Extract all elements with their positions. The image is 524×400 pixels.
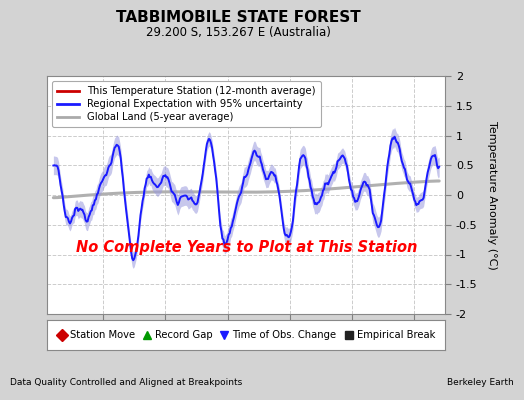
Text: TABBIMOBILE STATE FOREST: TABBIMOBILE STATE FOREST — [116, 10, 361, 25]
Text: No Complete Years to Plot at This Station: No Complete Years to Plot at This Statio… — [75, 240, 417, 255]
Text: Berkeley Earth: Berkeley Earth — [447, 378, 514, 387]
Text: 29.200 S, 153.267 E (Australia): 29.200 S, 153.267 E (Australia) — [146, 26, 331, 39]
Legend: This Temperature Station (12-month average), Regional Expectation with 95% uncer: This Temperature Station (12-month avera… — [52, 81, 321, 127]
Text: Data Quality Controlled and Aligned at Breakpoints: Data Quality Controlled and Aligned at B… — [10, 378, 243, 387]
Y-axis label: Temperature Anomaly (°C): Temperature Anomaly (°C) — [487, 121, 497, 269]
Legend: Station Move, Record Gap, Time of Obs. Change, Empirical Break: Station Move, Record Gap, Time of Obs. C… — [54, 327, 438, 343]
